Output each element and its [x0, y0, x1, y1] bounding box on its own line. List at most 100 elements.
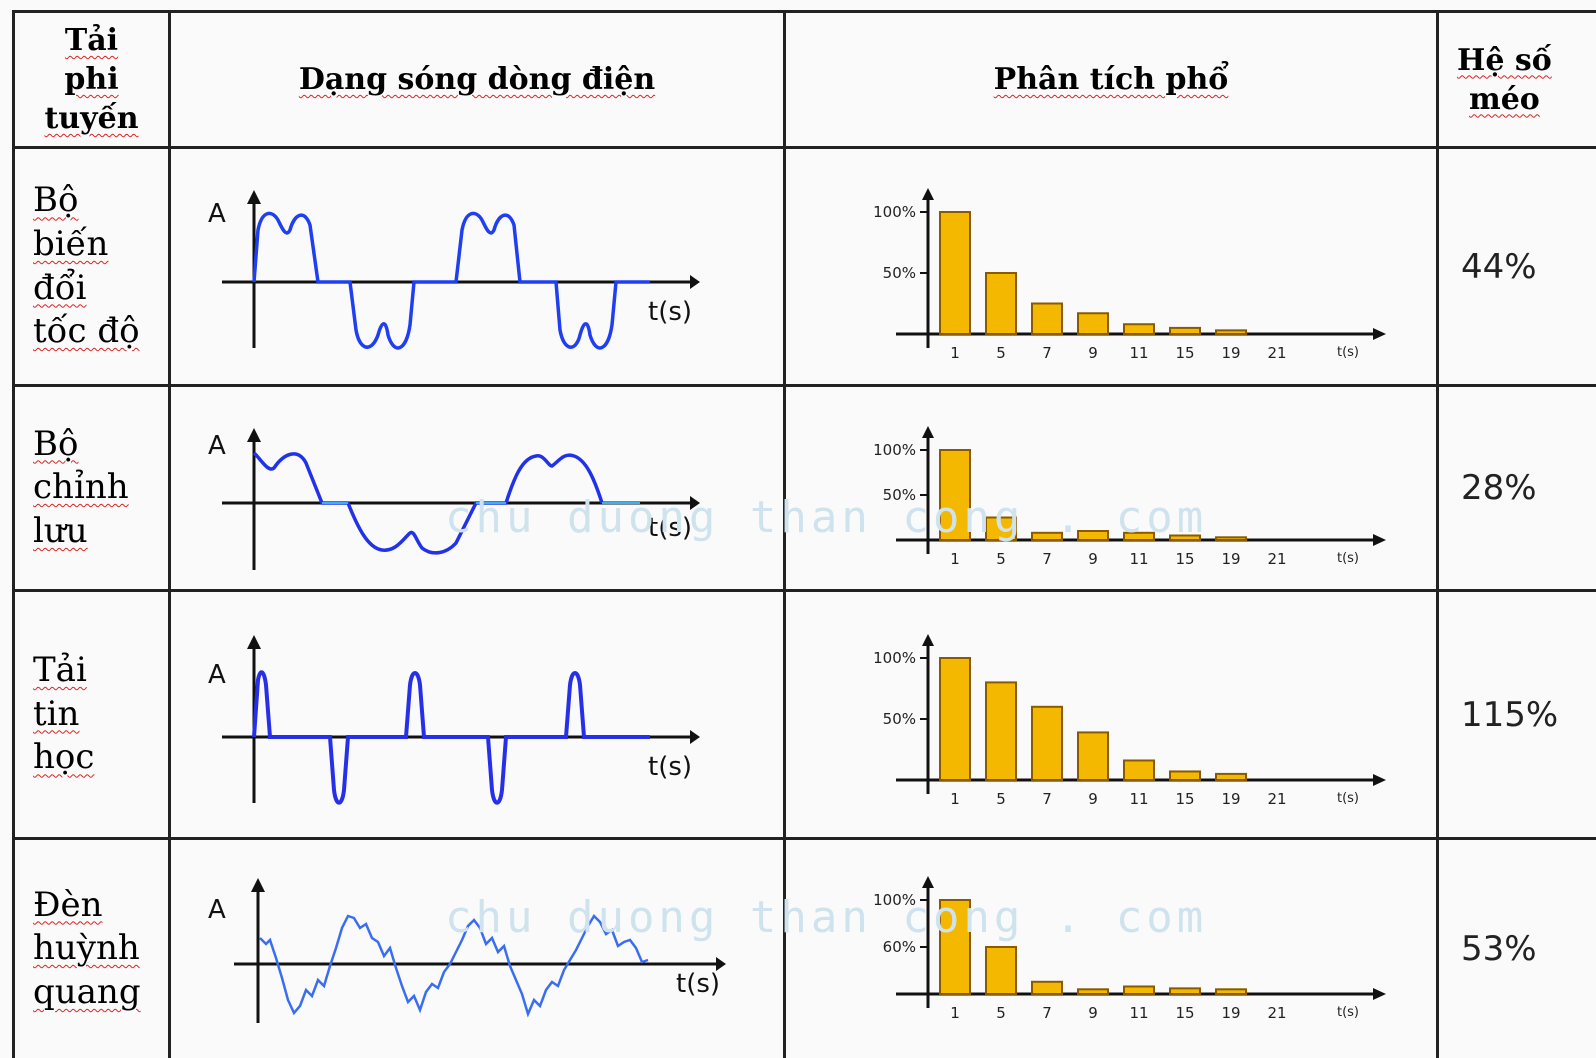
spectrum-x-axis-label: t(s)	[1337, 345, 1359, 360]
spectrum-x-tick-label: 19	[1221, 790, 1240, 808]
spectrum-x-tick-label: 9	[1088, 1004, 1098, 1022]
header-waveform: Dạng sóng dòng điện	[171, 13, 783, 146]
header-load-type: Tải phi tuyến	[15, 13, 168, 146]
load-name: Đèn huỳnh quang	[33, 884, 141, 1015]
spectrum-x-tick-label: 21	[1267, 344, 1286, 362]
thd-value-cell: 28%	[1439, 387, 1596, 589]
col-divider-0	[12, 10, 15, 1058]
axis-arrow-icon	[922, 634, 934, 646]
load-name-line: tin	[33, 693, 80, 734]
thd-value-cell: 53%	[1439, 840, 1596, 1058]
spectrum-bar	[985, 516, 1017, 541]
spectrum-x-tick-label: 9	[1088, 344, 1098, 362]
spectrum-x-axis-label: t(s)	[1337, 1005, 1359, 1020]
spectrum-x-tick-label: 9	[1088, 550, 1098, 568]
spectrum-bar	[1215, 772, 1247, 781]
spectrum-y-tick-label: 100%	[873, 649, 916, 667]
spectrum-x-tick-label: 19	[1221, 550, 1240, 568]
header-divider	[12, 146, 1596, 149]
axis-arrow-icon	[690, 496, 700, 510]
spectrum-y-tick-label: 50%	[883, 264, 916, 282]
col-divider-3	[1436, 10, 1439, 1058]
time-label: t(s)	[648, 297, 692, 327]
axis-arrow-icon	[1373, 534, 1386, 546]
header-waveform-label: Dạng sóng dòng điện	[298, 62, 656, 97]
spectrum-x-tick-label: 11	[1129, 344, 1148, 362]
spectrum-x-tick-label: 19	[1221, 344, 1240, 362]
spectrum-bar	[1077, 530, 1109, 541]
axis-arrow-icon	[1373, 988, 1386, 1000]
table-border-top	[12, 10, 1596, 13]
thd-value-cell: 44%	[1439, 149, 1596, 384]
axis-arrow-icon	[247, 190, 261, 204]
load-name: Bộ biến đổi tốc độ	[33, 179, 140, 353]
spectrum-bar	[939, 211, 971, 335]
spectrum-bar	[1077, 988, 1109, 996]
spectrum-bar	[1123, 531, 1155, 542]
load-name-line: Đèn	[33, 884, 103, 925]
spectrum-bar	[1169, 534, 1201, 541]
spectrum-x-tick-label: 11	[1129, 550, 1148, 568]
axis-arrow-icon	[1373, 774, 1386, 786]
spectrum-chart-drive: 100%50%1 5 7 9 11 15 19 21 t(s)	[873, 188, 1386, 362]
axis-arrow-icon	[690, 730, 700, 744]
spectrum-x-tick-label: 5	[996, 344, 1006, 362]
header-thd: Hệ số méo	[1439, 13, 1596, 146]
spectrum-bar	[1169, 987, 1201, 996]
spectrum-x-tick-label: 1	[950, 550, 960, 568]
spectrum-x-tick-label: 11	[1129, 790, 1148, 808]
header-load-line: Tải	[64, 23, 119, 58]
thd-value: 28%	[1461, 468, 1537, 508]
load-name-line: Bộ	[33, 423, 79, 464]
load-name-line: học	[33, 737, 95, 778]
spectrum-chart-rectifier: 100%50%1 5 7 9 11 15 19 21 t(s)	[873, 426, 1386, 568]
time-label: t(s)	[648, 513, 692, 543]
header-load-line: tuyến	[44, 101, 139, 136]
spectrum-x-tick-label: 5	[996, 790, 1006, 808]
amplitude-label: A	[208, 660, 226, 690]
current-waveform	[259, 913, 649, 1018]
load-name-line: chỉnh	[33, 467, 129, 508]
spectrum-chart-fluorescent: 100%60%1 5 7 9 11 15 19 21 t(s)	[873, 876, 1386, 1022]
spectrum-bar	[1031, 531, 1063, 542]
spectrum-x-tick-label: 5	[996, 1004, 1006, 1022]
load-name: Bộ chỉnh lưu	[33, 423, 129, 554]
spectrum-bar	[1123, 759, 1155, 781]
spectrum-x-tick-label: 7	[1042, 550, 1052, 568]
load-name-cell: Bộ chỉnh lưu	[15, 387, 168, 589]
header-load-line: phi	[64, 62, 119, 97]
row-divider-3	[12, 837, 1596, 840]
spectrum-x-tick-label: 1	[950, 790, 960, 808]
spectrum-bar	[985, 272, 1017, 335]
header-spectrum: Phân tích phổ	[786, 13, 1436, 146]
thd-value: 115%	[1461, 694, 1559, 735]
spectrum-bar	[1215, 536, 1247, 542]
load-name-line: biến	[33, 223, 109, 264]
amplitude-label: A	[208, 895, 226, 925]
current-waveform	[252, 211, 650, 350]
waveform-computer: A t(s)	[208, 635, 700, 805]
current-waveform	[252, 670, 650, 805]
spectrum-x-tick-label: 15	[1175, 550, 1194, 568]
spectrum-x-tick-label: 7	[1042, 790, 1052, 808]
spectrum-x-tick-label: 7	[1042, 344, 1052, 362]
spectrum-bar	[1169, 326, 1201, 335]
load-name-line: tốc độ	[33, 311, 140, 352]
spectrum-x-tick-label: 19	[1221, 1004, 1240, 1022]
header-thd-line: méo	[1468, 81, 1540, 117]
spectrum-y-tick-label: 50%	[883, 710, 916, 728]
spectrum-bar	[939, 657, 971, 781]
axis-arrow-icon	[251, 878, 265, 892]
load-name-line: Bộ	[33, 180, 79, 221]
axis-arrow-icon	[1373, 328, 1386, 340]
header-thd-lines: Hệ số méo	[1457, 41, 1552, 119]
col-divider-2	[783, 10, 786, 1058]
spectrum-bar	[1123, 323, 1155, 336]
axis-arrow-icon	[247, 428, 261, 442]
load-name-line: lưu	[33, 510, 88, 551]
spectrum-chart-computer: 100%50%1 5 7 9 11 15 19 21 t(s)	[873, 634, 1386, 808]
spectrum-x-tick-label: 9	[1088, 790, 1098, 808]
spectrum-x-tick-label: 15	[1175, 1004, 1194, 1022]
spectrum-bar	[985, 681, 1017, 781]
load-name-cell: Bộ biến đổi tốc độ	[15, 149, 168, 384]
